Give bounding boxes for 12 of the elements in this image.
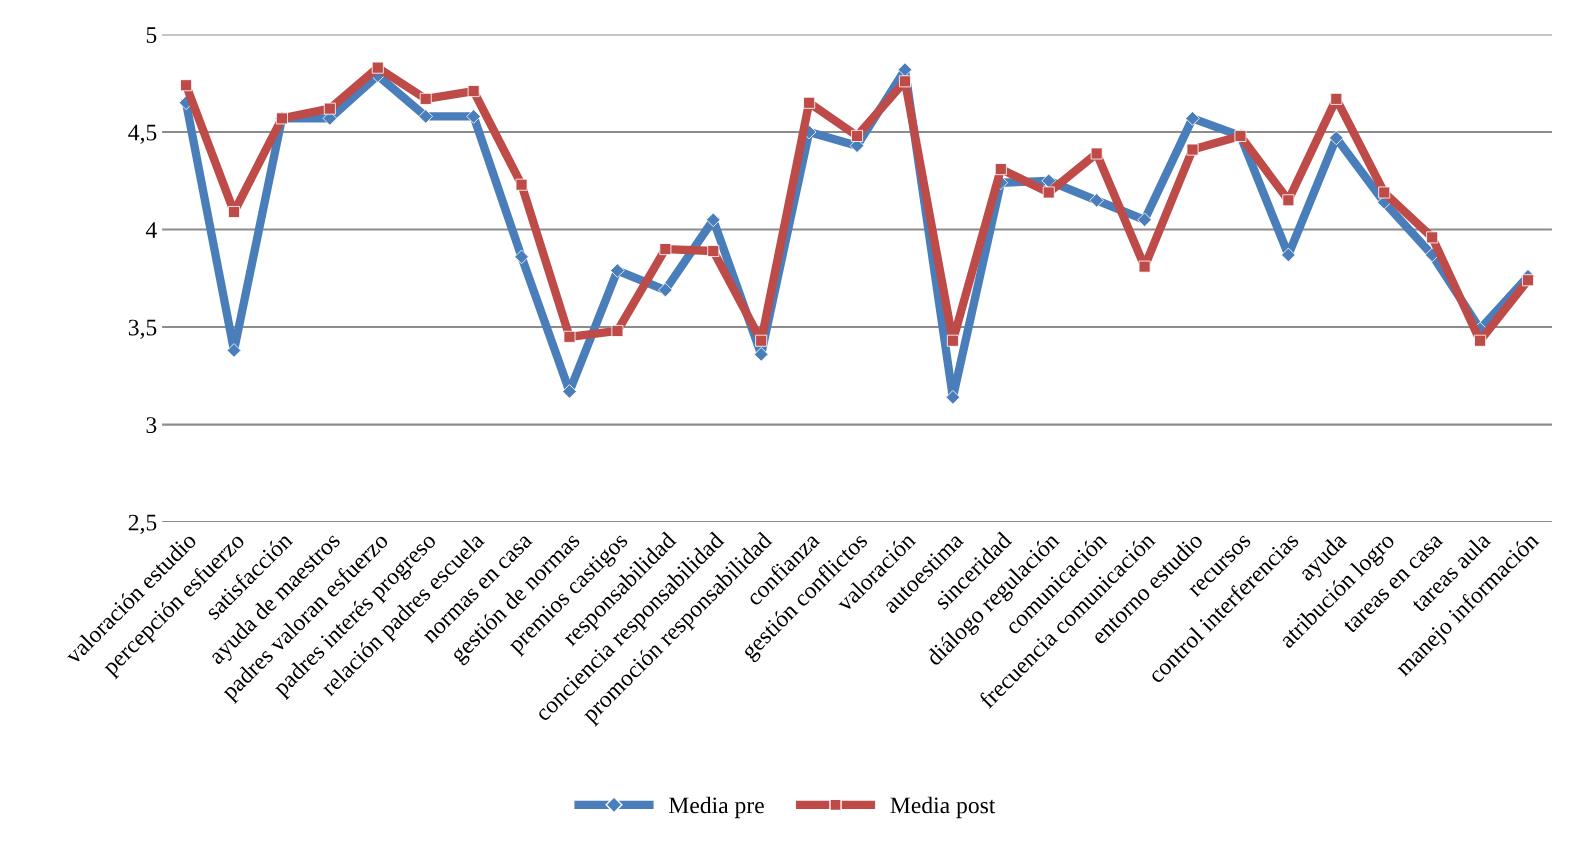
y-tick-label: 5 [146, 27, 157, 43]
y-tick-label: 2,5 [128, 514, 157, 534]
y-tick-label: 3 [146, 417, 157, 434]
legend-label: Media pre [668, 796, 764, 819]
point [1522, 274, 1534, 287]
y-tick-label: 4,5 [128, 124, 157, 144]
point [707, 245, 720, 257]
y-tick-label: 4 [145, 222, 157, 238]
legend-label: Media post [890, 796, 996, 819]
point [228, 206, 240, 218]
y-tick-label: 3,5 [128, 319, 157, 339]
point [898, 75, 911, 88]
